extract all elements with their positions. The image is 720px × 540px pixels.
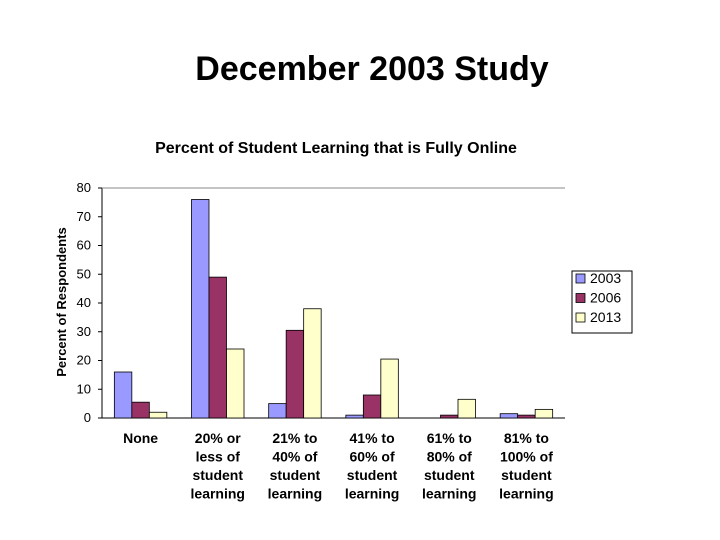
x-tick-label: None	[123, 430, 158, 446]
chart-title: Percent of Student Learning that is Full…	[155, 140, 517, 157]
y-tick-label: 70	[77, 209, 91, 224]
bar-2013-2	[303, 308, 322, 419]
y-tick-label: 0	[84, 410, 91, 425]
legend-label-2003: 2003	[590, 270, 621, 286]
y-axis-label: Percent of Respondents	[54, 227, 69, 377]
y-tick-label: 10	[77, 381, 91, 396]
bar-2013-3	[380, 358, 399, 419]
legend-label-2013: 2013	[590, 309, 621, 325]
x-tick-label: student	[424, 467, 475, 483]
x-tick-label: 81% to	[504, 430, 549, 446]
x-tick-label: student	[501, 467, 552, 483]
x-tick-label: learning	[345, 486, 399, 502]
bar-2006-1	[208, 276, 227, 419]
slide-title: December 2003 Study	[195, 50, 549, 88]
x-tick-label: student	[347, 467, 398, 483]
bar-2003-2	[268, 403, 287, 419]
y-tick-label: 80	[77, 180, 91, 195]
bar-2013-0	[148, 411, 168, 419]
x-tick-label: student	[192, 467, 243, 483]
x-tick-label: learning	[268, 486, 322, 502]
bar-2003-5	[499, 413, 519, 419]
y-tick-label: 30	[77, 324, 91, 339]
bar-2006-4	[440, 414, 459, 419]
bar-2006-5	[517, 414, 536, 419]
y-tick-label: 40	[77, 295, 91, 310]
x-tick-label: learning	[499, 486, 553, 502]
x-tick-label: 80% of	[427, 449, 472, 465]
legend-swatch-2003	[575, 273, 586, 284]
x-tick-label: 21% to	[272, 430, 317, 446]
x-tick-label: learning	[422, 486, 476, 502]
bar-2013-4	[457, 398, 476, 419]
bar-2006-3	[362, 394, 382, 419]
bar-2003-3	[345, 414, 364, 419]
x-tick-label: 61% to	[427, 430, 472, 446]
x-tick-label: 40% of	[272, 449, 317, 465]
x-tick-label: less of	[196, 449, 241, 465]
y-tick-label: 20	[77, 353, 91, 368]
x-tick-label: learning	[191, 486, 245, 502]
bar-2006-2	[285, 329, 305, 419]
legend-label-2006: 2006	[590, 290, 621, 306]
y-tick-label: 50	[77, 266, 91, 281]
x-tick-label: student	[270, 467, 321, 483]
bar-2003-0	[113, 371, 133, 419]
bar-2003-1	[191, 199, 210, 419]
bar-2013-5	[534, 408, 554, 419]
x-tick-label: 41% to	[350, 430, 395, 446]
x-tick-label: 20% or	[195, 430, 241, 446]
legend-swatch-2006	[575, 293, 586, 303]
legend-swatch-2013	[575, 312, 586, 323]
legend: 2003 2006 2013	[571, 270, 633, 334]
bar-2013-1	[226, 348, 245, 419]
y-tick-label: 60	[77, 238, 91, 253]
bar-2006-0	[131, 401, 150, 419]
x-tick-label: 100% of	[500, 449, 553, 465]
x-tick-label: 60% of	[350, 449, 395, 465]
